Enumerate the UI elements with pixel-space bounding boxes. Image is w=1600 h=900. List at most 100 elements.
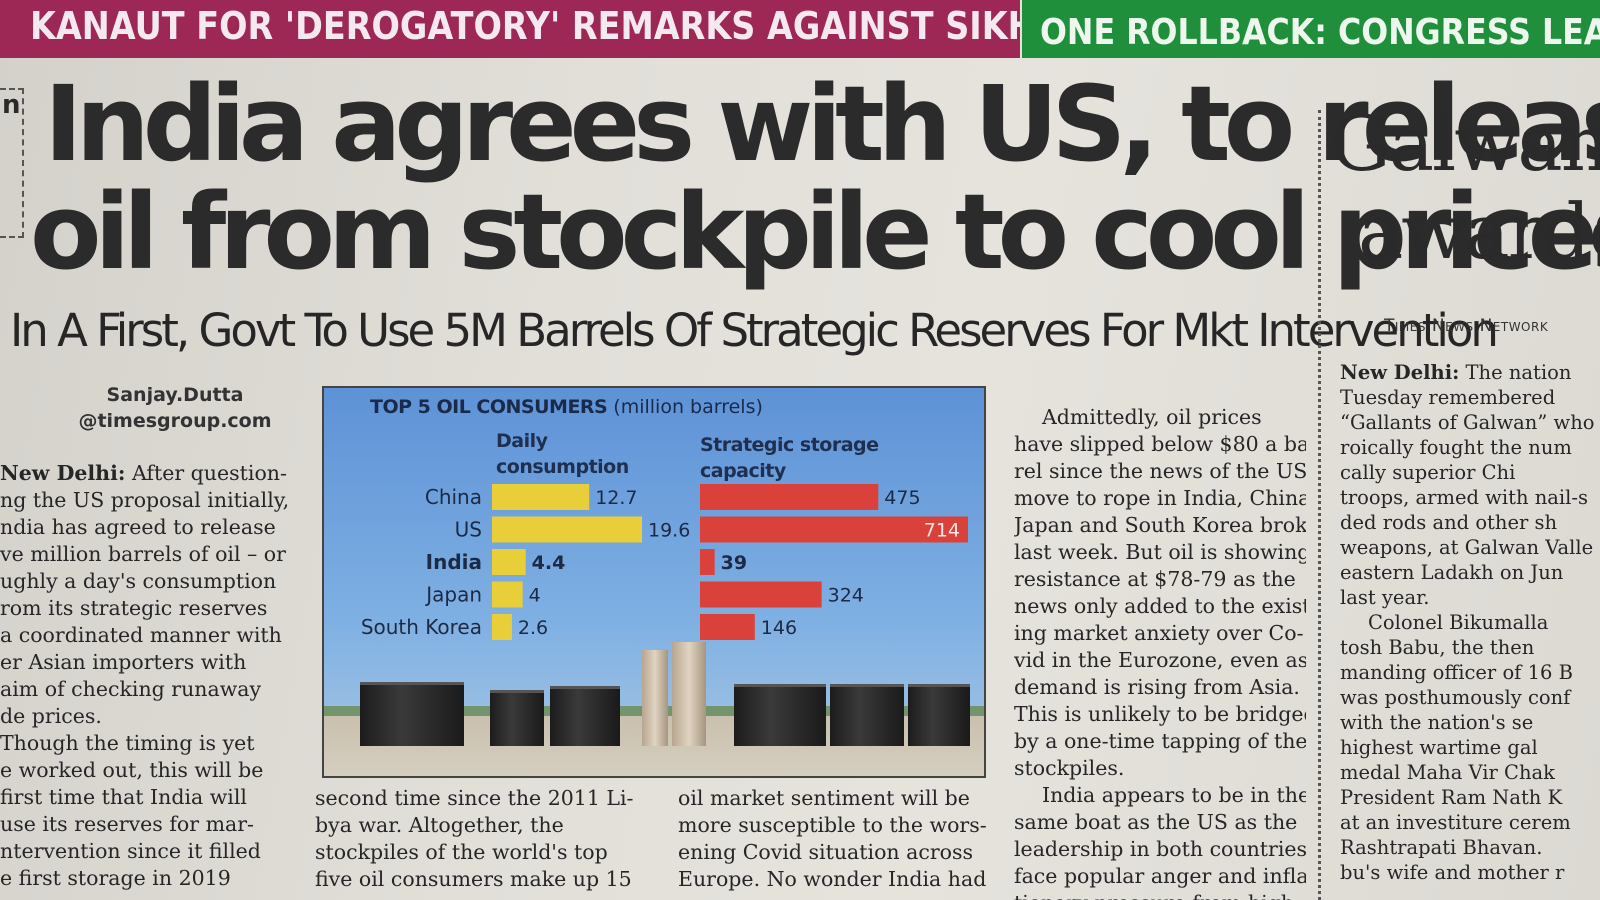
side-headline-line-2: awarde	[1358, 187, 1600, 276]
side-dateline: New Delhi:	[1340, 361, 1460, 384]
consumption-value-label: 4	[529, 585, 541, 607]
text-line: a coordinated manner with	[0, 623, 282, 647]
text-line: ing market anxiety over Co-	[1014, 621, 1304, 645]
text-line: ening Covid situation across	[678, 840, 974, 864]
text-line: Admittedly, oil prices	[1042, 405, 1262, 429]
text-line: weapons, at Galwan Valle	[1340, 536, 1594, 559]
text-line: President Ram Nath K	[1340, 786, 1563, 809]
text-line: ndia has agreed to release	[0, 515, 276, 539]
refinery-tower-2	[672, 642, 706, 746]
consumption-bar	[492, 581, 523, 608]
text-line: aim of checking runaway	[0, 677, 262, 701]
series-header-storage: Strategic storage capacity	[700, 434, 879, 482]
column-divider	[1318, 110, 1321, 900]
text-line: move to rope in India, China,	[1014, 486, 1306, 510]
consumption-bar	[492, 549, 526, 575]
top-banner-left: KANAUT FOR 'DEROGATORY' REMARKS AGAINST …	[0, 0, 1020, 58]
text-line: five oil consumers make up 15	[315, 867, 632, 891]
consumption-bar	[492, 516, 642, 543]
agency-credit: Times News Network	[1384, 316, 1549, 336]
storage-tank-6	[908, 684, 970, 746]
text-line: “Gallants of Galwan” who	[1340, 411, 1595, 434]
text-line: use its reserves for mar-	[0, 812, 254, 836]
text-line: stockpiles of the world's top	[315, 840, 608, 864]
consumption-value-label: 2.6	[518, 617, 548, 639]
headline: India agrees with US, to release oil fro…	[30, 63, 1600, 293]
text-line: ve million barrels of oil – or	[0, 542, 286, 566]
storage-tank-4	[734, 684, 826, 746]
headline-line-1: India agrees with US, to release	[44, 63, 1600, 185]
text-line: last year.	[1340, 586, 1430, 609]
text-line: Rashtrapati Bhavan.	[1340, 836, 1543, 859]
consumption-value-label: 12.7	[595, 487, 637, 509]
text-line: bya war. Altogether, the	[315, 813, 564, 837]
text-line: same boat as the US as the	[1014, 810, 1298, 834]
text-line: by a one-time tapping of the	[1014, 729, 1306, 753]
storage-bar	[700, 516, 968, 543]
byline-name: Sanjay.Dutta	[106, 384, 244, 406]
text-line: Though the timing is yet	[0, 731, 255, 755]
refinery-tower-1	[642, 650, 668, 746]
dateline-line: New Delhi: After question-	[0, 460, 310, 487]
text-line: cally superior Chi	[1340, 461, 1516, 484]
text-line: leadership in both countries	[1014, 837, 1306, 861]
text-line: manding officer of 16 B	[1340, 661, 1573, 684]
article-column-4: Admittedly, oil prices have slipped below…	[1014, 404, 1306, 900]
text-line: ughly a day's consumption	[0, 569, 277, 593]
storage-value-label: 146	[761, 617, 797, 639]
text-line: with the nation's se	[1340, 711, 1534, 734]
headline-line-2: oil from stockpile to cool prices	[30, 171, 1600, 293]
edge-glyph: n	[2, 90, 21, 120]
text-line: Japan and South Korea broke	[1014, 513, 1306, 537]
chart-title: TOP 5 OIL CONSUMERS (million barrels)	[370, 396, 763, 418]
storage-value-label: 39	[721, 552, 747, 574]
text-line: tionary pressure from high	[1014, 890, 1306, 900]
text-line: de prices.	[0, 704, 102, 728]
storage-tank-2	[490, 690, 544, 746]
consumption-value-label: 19.6	[648, 520, 690, 542]
category-label: South Korea	[361, 615, 482, 639]
text-line: The nation	[1459, 361, 1572, 384]
byline: Sanjay.Dutta @timesgroup.com	[55, 382, 295, 434]
text-line: have slipped below $80 a bar-	[1014, 432, 1306, 456]
text-line: rom its strategic reserves	[0, 596, 268, 620]
chart-title-text: TOP 5 OIL CONSUMERS	[370, 396, 608, 418]
text-line: Tuesday remembered	[1340, 386, 1556, 409]
category-label: Japan	[424, 583, 482, 607]
storage-bar	[700, 549, 715, 575]
text-line: vid in the Eurozone, even as	[1014, 648, 1306, 672]
dateline-line: New Delhi: The nation	[1340, 360, 1600, 385]
clipped-edge-box: n	[0, 88, 24, 238]
text-line: news only added to the exist-	[1014, 594, 1306, 618]
chart-bars: China 12.7 475 US 19.6 714 India 4.4 39 Japan 4 324…	[361, 484, 968, 640]
article-column-3: oil market sentiment will be more suscept…	[678, 785, 998, 900]
text-line: ded rods and other sh	[1340, 511, 1558, 534]
text-line: troops, armed with nail-s	[1340, 486, 1588, 509]
subheadline: In A First, Govt To Use 5M Barrels Of St…	[10, 304, 1499, 357]
article-column-2: second time since the 2011 Li-bya war. A…	[315, 785, 655, 900]
storage-value-label: 324	[828, 585, 864, 607]
text-line: resistance at $78-79 as the	[1014, 567, 1296, 591]
text-line: highest wartime gal	[1340, 736, 1538, 759]
text-line: bu's wife and mother r	[1340, 861, 1565, 884]
text-line: Colonel Bikumalla	[1368, 611, 1549, 634]
category-label: India	[426, 550, 482, 574]
text-line: last week. But oil is showing	[1014, 540, 1306, 564]
text-line: stockpiles.	[1014, 756, 1125, 780]
category-label: US	[455, 518, 482, 542]
dateline: New Delhi:	[0, 461, 126, 485]
text-line: This is unlikely to be bridged	[1014, 702, 1306, 726]
text-line: at an investiture cerem	[1340, 811, 1571, 834]
storage-bar	[700, 484, 879, 510]
series-header-consumption: Daily consumption	[496, 430, 629, 478]
article-column-1: New Delhi: After question-ng the US prop…	[0, 460, 310, 900]
storage-value-label: 475	[884, 487, 920, 509]
side-story-headline: Galwan awarde	[1330, 100, 1600, 276]
text-line: was posthumously conf	[1340, 686, 1571, 709]
chart-unit: (million barrels)	[613, 396, 763, 418]
oil-consumers-chart: TOP 5 OIL CONSUMERS (million barrels) Da…	[322, 386, 986, 778]
text-line: face popular anger and infla-	[1014, 864, 1306, 888]
byline-handle: @timesgroup.com	[78, 410, 272, 432]
storage-bar	[700, 614, 755, 640]
